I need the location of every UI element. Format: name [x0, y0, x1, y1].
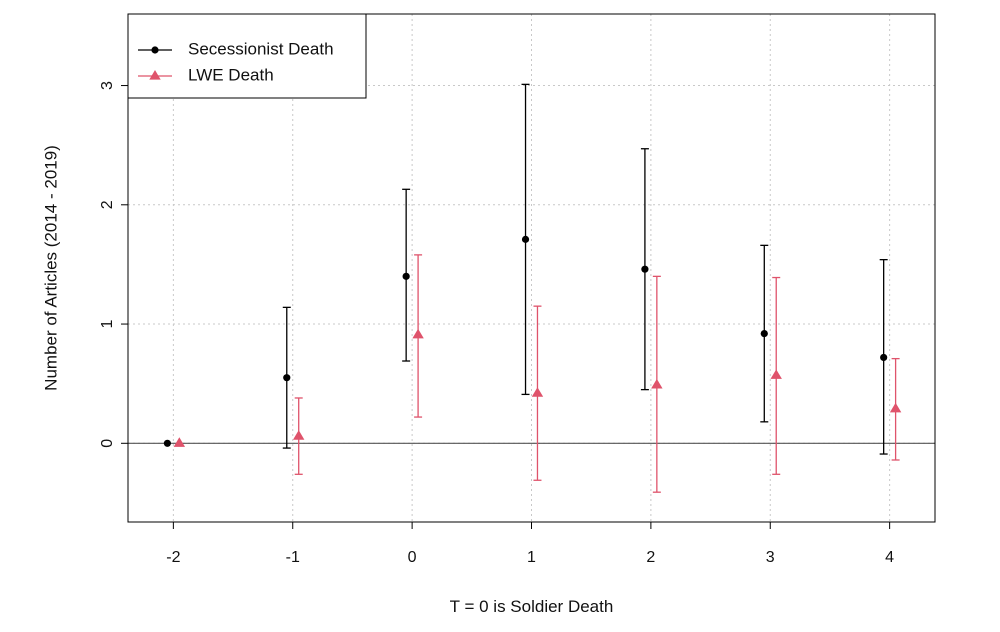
legend-secessionist-label: Secessionist Death — [188, 39, 334, 58]
lwe-point-4 — [889, 402, 902, 413]
x-tick-label-1: 1 — [527, 549, 536, 566]
legend-lwe-label: LWE Death — [188, 65, 274, 84]
plot-frame — [127, 13, 936, 523]
y-tick-label-2: 2 — [99, 200, 116, 209]
secessionist-point--1 — [283, 374, 291, 382]
x-tick-label--2: -2 — [166, 549, 180, 566]
y-tick-label-1: 1 — [99, 320, 116, 329]
x-axis-title: T = 0 is Soldier Death — [450, 597, 614, 616]
y-axis-title: Number of Articles (2014 - 2019) — [41, 145, 60, 391]
lwe-point-2 — [651, 378, 663, 389]
secessionist-point-1 — [521, 235, 530, 243]
legend-lwe-marker — [149, 70, 161, 80]
y-axis: 0 1 2 3 — [99, 81, 128, 448]
secessionist-point--2 — [163, 439, 171, 447]
y-tick-label-0: 0 — [99, 439, 116, 448]
series-marks — [163, 83, 902, 493]
lwe-point-1 — [531, 387, 544, 397]
legend-secessionist-marker — [151, 46, 159, 54]
x-tick-label-3: 3 — [766, 549, 775, 566]
x-tick-label-2: 2 — [646, 549, 655, 566]
lwe-point-0 — [412, 328, 424, 339]
x-tick-label--1: -1 — [286, 549, 300, 566]
legend: Secessionist Death LWE Death — [127, 13, 367, 99]
lwe-point--1 — [293, 430, 305, 440]
x-tick-label-4: 4 — [885, 549, 894, 566]
x-axis: -2 -1 0 1 2 3 4 — [166, 522, 894, 566]
legend-box — [127, 13, 367, 99]
lwe-point--2 — [173, 437, 186, 447]
secessionist-point-3 — [760, 329, 768, 338]
x-tick-label-0: 0 — [408, 549, 417, 566]
secessionist-point-0 — [402, 272, 410, 280]
lwe-point-3 — [770, 369, 782, 379]
secessionist-point-2 — [641, 265, 649, 273]
y-tick-label-3: 3 — [99, 81, 116, 90]
secessionist-point-4 — [880, 353, 888, 362]
